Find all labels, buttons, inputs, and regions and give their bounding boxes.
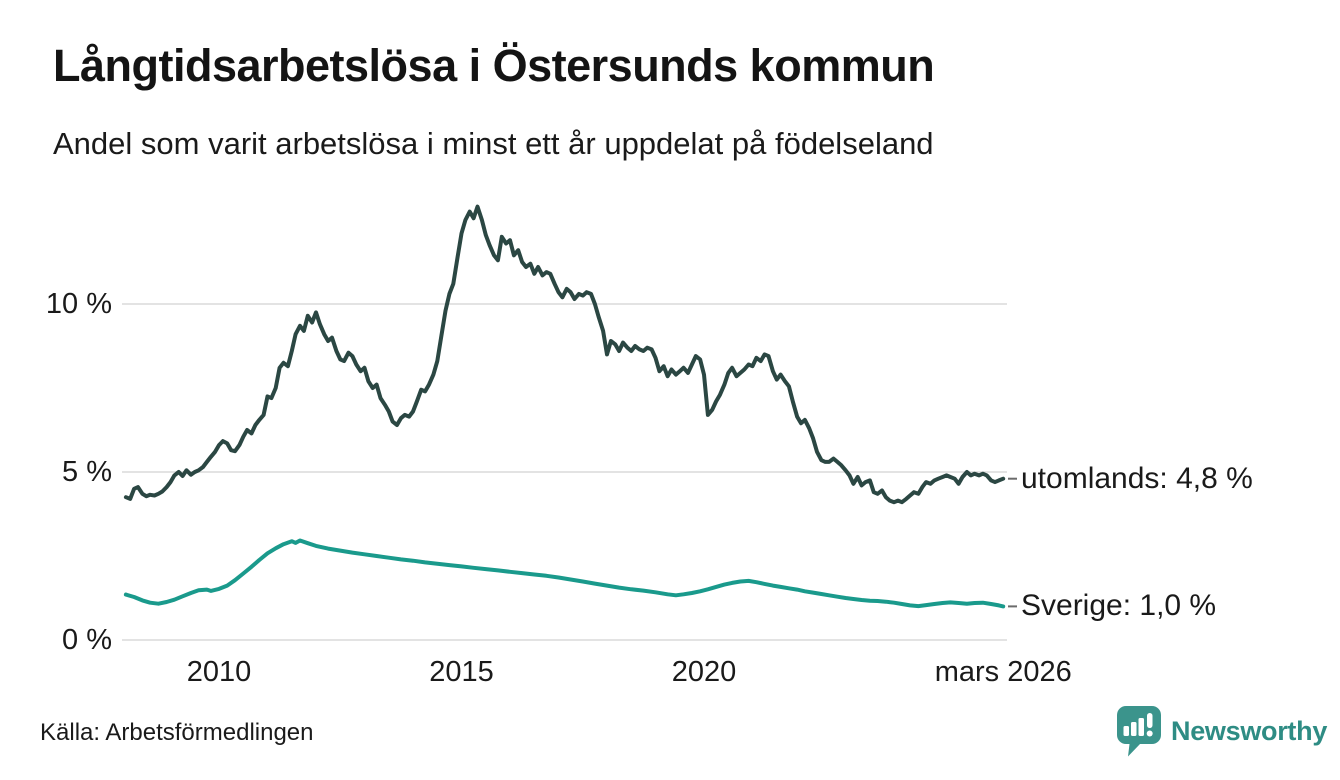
- newsworthy-logo: Newsworthy: [1116, 705, 1327, 757]
- series-label-utomlands: utomlands: 4,8 %: [1021, 461, 1253, 495]
- y-tick-label: 0 %: [62, 624, 112, 656]
- newsworthy-wordmark: Newsworthy: [1171, 715, 1328, 746]
- y-tick-label: 5 %: [62, 456, 112, 488]
- x-tick-label: 2010: [186, 656, 252, 688]
- x-tick-label: 2020: [671, 656, 737, 688]
- page-title: Långtidsarbetslösa i Östersunds kommun: [53, 40, 935, 91]
- source-note: Källa: Arbetsförmedlingen: [40, 719, 314, 746]
- y-tick-label: 10 %: [45, 288, 112, 320]
- page-subtitle: Andel som varit arbetslösa i minst ett å…: [53, 126, 934, 161]
- series-label-sverige: Sverige: 1,0 %: [1021, 589, 1217, 623]
- newsworthy-icon: [1117, 706, 1161, 757]
- x-tick-label: mars 2026: [934, 656, 1072, 688]
- x-tick-label: 2015: [429, 656, 494, 688]
